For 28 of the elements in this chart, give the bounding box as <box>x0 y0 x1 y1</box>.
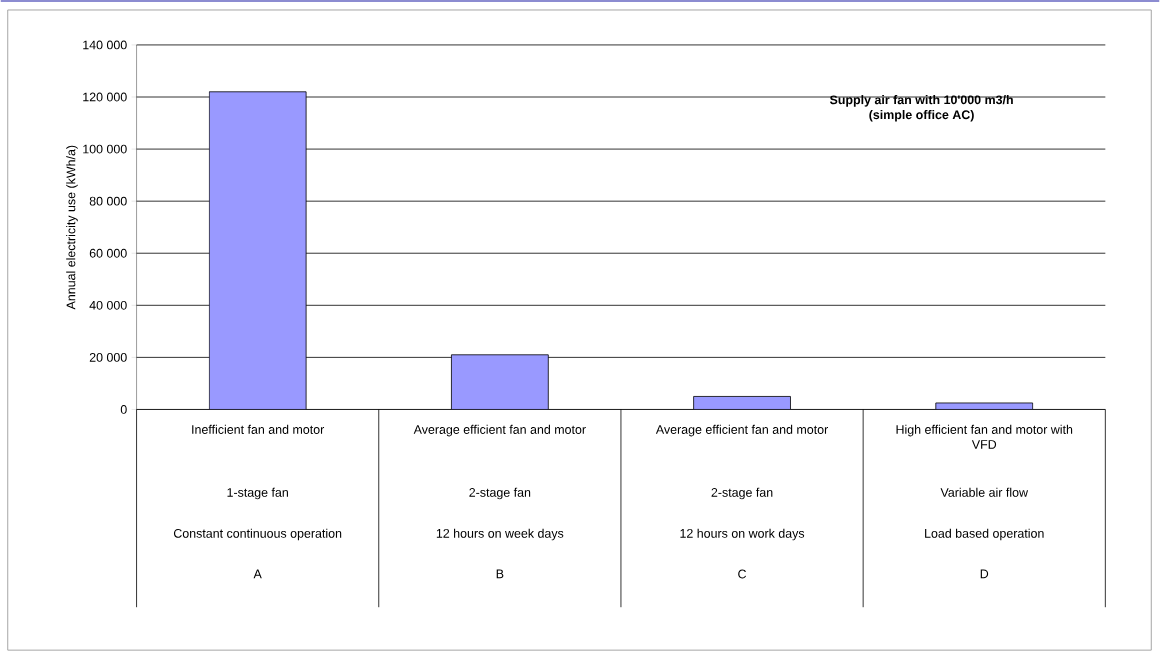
text: Variable air flow <box>940 487 1029 497</box>
text: 12 hours on week days <box>436 528 564 541</box>
text: D <box>980 569 989 579</box>
text: C <box>738 569 747 579</box>
bar <box>693 395 791 410</box>
y-tick-label: 60 000 <box>89 248 127 258</box>
text: 1-stage fan <box>227 487 288 500</box>
text: B <box>496 569 504 579</box>
x-tick-label: Average efficient fan and motor <box>655 424 829 437</box>
x-tick-label: Inefficient fan and motor <box>192 424 325 434</box>
text: 2-stage fan <box>711 487 773 500</box>
text: Constant continuous operation <box>173 528 342 541</box>
y-tick-label: 0 <box>120 405 127 414</box>
text: A <box>253 569 262 579</box>
y-tick-label: 20 000 <box>89 352 127 362</box>
y-tick-label: 120 000 <box>83 92 127 102</box>
y-axis-title: Annual electricity use (kWh/a) <box>66 145 78 310</box>
text: Supply air fan with 10'000 m3/h (simple office AC) <box>829 95 1013 122</box>
text: Load based operation <box>925 528 1044 541</box>
text: 2-stage fan <box>469 487 531 500</box>
x-tick-label: High efficient fan and motor with VFD <box>896 424 1073 449</box>
y-tick-label: 140 000 <box>83 40 127 50</box>
bar <box>935 402 1034 410</box>
y-tick-label: 100 000 <box>83 144 127 154</box>
y-tick-label: 40 000 <box>89 300 127 310</box>
y-tick-label: 80 000 <box>89 196 127 206</box>
text: 12 hours on work days <box>680 528 805 541</box>
x-tick-label: Average efficient fan and motor <box>413 424 586 437</box>
